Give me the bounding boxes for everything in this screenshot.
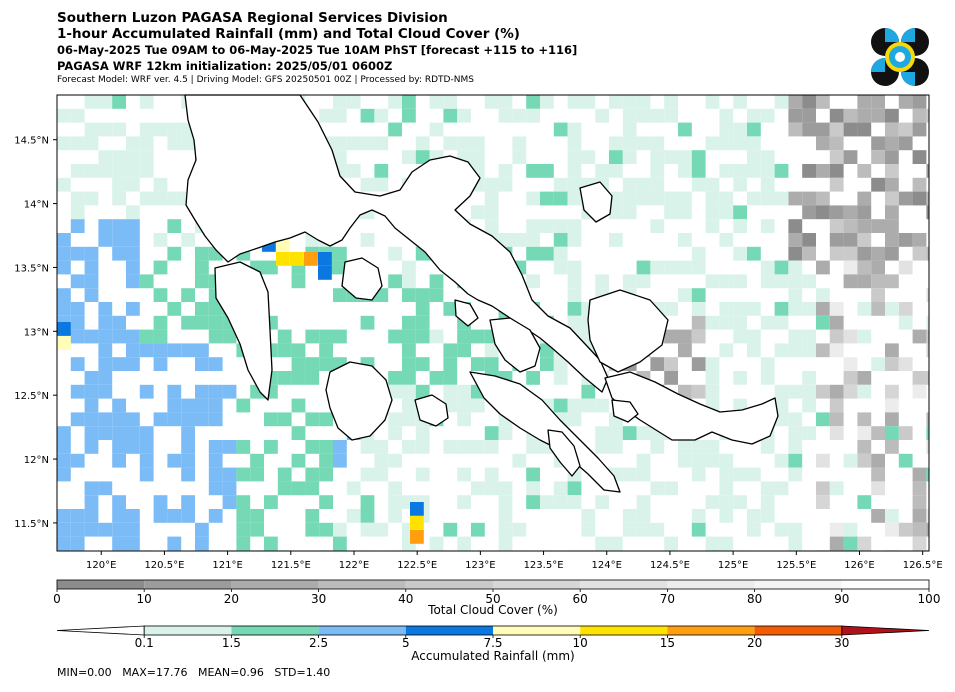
statistics-line: MIN=0.00 MAX=17.76 MEAN=0.96 STD=1.40 (57, 666, 330, 679)
rainfall-colorbar: 0.1 1.5 2.5 5 7.5 10 15 20 30 (56, 625, 930, 650)
rain-colorbar-segment (580, 626, 668, 635)
guimaras-island (414, 394, 449, 427)
lon-tick-label: 125.5°E (776, 560, 816, 571)
lon-tick-label: 125°E (718, 560, 748, 571)
rain-colorbar-segment (231, 626, 319, 635)
bohol-island (611, 399, 639, 423)
mindoro-island (214, 261, 273, 401)
init-time: PAGASA WRF 12km initialization: 2025/05/… (57, 59, 393, 73)
cloud-colorbar-segment (580, 580, 668, 589)
rain-colorbar-segment (318, 626, 406, 635)
rain-colorbar-segment (754, 626, 842, 635)
valid-time: 06-May-2025 Tue 09AM to 06-May-2025 Tue … (57, 43, 578, 57)
cloud-colorbar-label: Total Cloud Cover (%) (427, 603, 558, 617)
lat-tick-label: 13.5°N (14, 263, 49, 274)
lat-tick-label: 11.5°N (14, 519, 49, 530)
cloud-colorbar-segment (841, 580, 929, 589)
rain-colorbar-segment (405, 626, 493, 635)
cloud-colorbar-tick: 0 (53, 592, 61, 606)
rain-colorbar-tick: 30 (834, 636, 849, 650)
lon-tick-label: 122°E (339, 560, 369, 571)
chart-title: Southern Luzon PAGASA Regional Services … (57, 10, 448, 26)
cloud-cover-layer (609, 95, 929, 551)
stat-max: MAX=17.76 (122, 666, 188, 679)
longitude-ticks: 120°E 120.5°E 121°E 121.5°E 122°E 122.5°E 123°… (86, 551, 943, 571)
stat-min: MIN=0.00 (57, 666, 112, 679)
lon-tick-label: 121°E (212, 560, 242, 571)
lat-tick-label: 12°N (24, 455, 49, 466)
model-info: Forecast Model: WRF ver. 4.5 | Driving M… (57, 75, 474, 85)
lon-tick-label: 120°E (86, 560, 116, 571)
leyte-island (604, 371, 779, 445)
rain-colorbar-tick: 1.5 (222, 636, 241, 650)
lon-tick-label: 122.5°E (397, 560, 437, 571)
rain-colorbar-tick: 10 (573, 636, 588, 650)
cloud-colorbar-tick: 70 (660, 592, 675, 606)
lon-tick-label: 126.5°E (903, 560, 943, 571)
cloud-colorbar-segment (405, 580, 493, 589)
lon-tick-label: 123°E (465, 560, 495, 571)
cloud-colorbar-segment (754, 580, 842, 589)
cloud-colorbar-segment (57, 580, 145, 589)
lat-tick-label: 12.5°N (14, 391, 49, 402)
lat-tick-label: 14.5°N (14, 136, 49, 147)
rain-colorbar-segment (493, 626, 581, 635)
rain-colorbar-segment (144, 626, 232, 635)
cloud-colorbar-tick: 20 (224, 592, 239, 606)
cloud-colorbar-tick: 50 (485, 592, 500, 606)
catanduanes-island (579, 181, 613, 223)
cloud-colorbar-tick: 40 (398, 592, 413, 606)
lon-tick-label: 120.5°E (144, 560, 184, 571)
cloud-colorbar-tick: 90 (834, 592, 849, 606)
panay-island (325, 361, 393, 441)
rain-colorbar-tick: 7.5 (483, 636, 502, 650)
chart-subtitle: 1-hour Accumulated Rainfall (mm) and Tot… (57, 26, 520, 42)
rain-colorbar-tick: 20 (747, 636, 762, 650)
rain-colorbar-tick: 2.5 (309, 636, 328, 650)
burias-island (454, 299, 479, 327)
masbate-island (489, 317, 541, 373)
cloud-colorbar-tick: 80 (747, 592, 762, 606)
samar-island (587, 289, 669, 373)
stat-std: STD=1.40 (274, 666, 331, 679)
cebu-island (547, 429, 581, 477)
negros-island (469, 371, 621, 493)
cloud-colorbar-segment (231, 580, 319, 589)
stat-mean: MEAN=0.96 (197, 666, 264, 679)
lon-tick-label: 123.5°E (524, 560, 564, 571)
pagasa-logo (871, 28, 929, 86)
lon-tick-label: 124°E (592, 560, 622, 571)
lon-tick-label: 121.5°E (271, 560, 311, 571)
rain-colorbar-label: Accumulated Rainfall (mm) (411, 649, 574, 663)
cloud-colorbar-segment (318, 580, 406, 589)
cloud-cover-colorbar: 0 10 20 30 40 50 60 70 80 90 100 (53, 579, 941, 606)
lat-tick-label: 13°N (24, 327, 49, 338)
rain-colorbar-upper-arrow (841, 625, 930, 636)
rain-colorbar-tick: 5 (402, 636, 410, 650)
cloud-colorbar-tick: 30 (311, 592, 326, 606)
cloud-colorbar-segment (667, 580, 755, 589)
cloud-colorbar-segment (144, 580, 232, 589)
rain-colorbar-lower-arrow (56, 625, 145, 636)
coastline-layer (184, 94, 779, 493)
cloud-colorbar-tick: 10 (137, 592, 152, 606)
cloud-colorbar-tick: 100 (918, 592, 941, 606)
lat-tick-label: 14°N (24, 200, 49, 211)
rain-colorbar-segment (667, 626, 755, 635)
latitude-ticks: 14.5°N 14°N 13.5°N 13°N 12.5°N 12°N 11.5°N (14, 136, 57, 530)
lon-tick-label: 124.5°E (650, 560, 690, 571)
rain-colorbar-tick: 0.1 (135, 636, 154, 650)
rain-colorbar-tick: 15 (660, 636, 675, 650)
cloud-colorbar-segment (493, 580, 581, 589)
cloud-colorbar-tick: 60 (573, 592, 588, 606)
marinduque-island (341, 257, 383, 301)
lon-tick-label: 126°E (844, 560, 874, 571)
map-frame (56, 94, 930, 552)
